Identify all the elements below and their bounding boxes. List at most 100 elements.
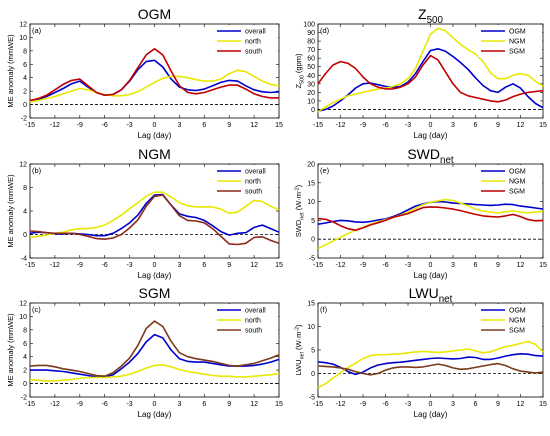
- x-tick-label: 3: [177, 262, 181, 269]
- y-tick-label: 10: [307, 324, 315, 331]
- x-tick-label: -9: [360, 122, 366, 129]
- chart-title: OGM: [138, 6, 171, 22]
- x-tick-label: -15: [25, 122, 35, 129]
- x-tick-label: -15: [25, 262, 35, 269]
- chart-panel-a: -15 -12 -9 -6 -3 0 3 6 9 12 15 -2 0 2 4 6 8 10 12 Lag (day)…: [6, 6, 283, 140]
- y-tick-label: 4: [23, 75, 27, 82]
- y-tick-label: 10: [307, 98, 315, 105]
- x-tick-label: 9: [227, 262, 231, 269]
- x-tick-label: 0: [429, 122, 433, 129]
- x-tick-label: -9: [77, 401, 83, 408]
- x-tick-label: 12: [517, 401, 525, 408]
- x-tick-label: 9: [227, 401, 231, 408]
- chart-panel-f: -15 -12 -9 -6 -3 0 3 6 9 12 15 -5 0 5 10 15 Lag (day) LWU…: [294, 285, 547, 419]
- y-tick-label: 4: [23, 209, 27, 216]
- panel-label: (e): [320, 166, 330, 175]
- legend-label: north: [245, 39, 261, 46]
- chart-panel-b: -15 -12 -9 -6 -3 0 3 6 9 12 15 -4 0 4 8 12 Lag (day) ME a…: [6, 146, 283, 280]
- y-axis-label: SWDnet (W·m-2): [294, 184, 305, 237]
- y-tick-label: 90: [307, 30, 315, 37]
- legend-label: SGM: [509, 328, 525, 335]
- y-tick-label: 8: [23, 185, 27, 192]
- legend-label: NGM: [509, 39, 526, 46]
- x-tick-label: -3: [126, 122, 132, 129]
- x-tick-label: -3: [405, 122, 411, 129]
- x-tick-label: -9: [360, 401, 366, 408]
- x-tick-label: -9: [77, 122, 83, 129]
- y-tick-label: 12: [19, 162, 27, 169]
- series-line-overall: [29, 59, 280, 102]
- y-tick-label: 0: [23, 232, 27, 239]
- y-axis-label: ME anomaly (mmWE): [6, 34, 15, 108]
- x-axis-label: Lag (day): [414, 271, 448, 280]
- y-tick-label: 8: [23, 48, 27, 55]
- x-tick-label: -6: [102, 262, 108, 269]
- series-line-south: [29, 320, 280, 378]
- series-line-sgm: [317, 362, 544, 376]
- y-tick-label: 10: [19, 314, 27, 321]
- series-line-ogm: [317, 352, 544, 376]
- y-tick-label: 50: [307, 64, 315, 71]
- x-tick-label: -15: [313, 122, 323, 129]
- x-tick-label: 6: [202, 262, 206, 269]
- x-tick-label: -12: [335, 401, 345, 408]
- x-tick-label: 12: [250, 122, 258, 129]
- x-tick-label: 3: [451, 122, 455, 129]
- y-tick-label: 4: [23, 354, 27, 361]
- y-tick-label: 5: [311, 218, 315, 225]
- y-axis-label: ME anomaly (mmWE): [6, 174, 15, 248]
- y-tick-label: 60: [307, 56, 315, 63]
- legend-label: OGM: [509, 169, 526, 176]
- x-tick-label: -6: [382, 122, 388, 129]
- x-tick-label: -12: [50, 401, 60, 408]
- x-tick-label: 3: [177, 401, 181, 408]
- y-tick-label: 70: [307, 47, 315, 54]
- x-tick-label: -15: [313, 262, 323, 269]
- x-tick-label: -6: [382, 401, 388, 408]
- legend: OGM NGM SGM: [478, 165, 542, 197]
- legend: OGM NGM SGM: [478, 304, 542, 336]
- legend-label: overall: [245, 169, 266, 176]
- x-tick-label: -6: [102, 401, 108, 408]
- x-tick-label: -12: [335, 122, 345, 129]
- y-axis-label: ME anomaly (mmWE): [6, 313, 15, 387]
- series-line-north: [29, 191, 280, 239]
- legend-label: overall: [245, 29, 266, 36]
- x-tick-label: 6: [474, 401, 478, 408]
- y-tick-label: 80: [307, 39, 315, 46]
- legend: overall north south: [214, 165, 278, 197]
- x-axis-label: Lag (day): [138, 410, 172, 419]
- y-tick-label: 40: [307, 73, 315, 80]
- y-tick-label: 10: [19, 35, 27, 42]
- panel-label: (d): [320, 26, 330, 35]
- y-tick-label: 2: [23, 368, 27, 375]
- y-tick-label: -2: [21, 395, 27, 402]
- x-tick-label: 15: [539, 262, 547, 269]
- x-tick-label: 15: [539, 122, 547, 129]
- series-line-ngm: [317, 27, 544, 113]
- y-tick-label: -5: [309, 395, 315, 402]
- x-tick-label: -6: [382, 262, 388, 269]
- x-tick-label: 12: [250, 401, 258, 408]
- x-tick-label: 0: [153, 262, 157, 269]
- x-tick-label: 6: [474, 262, 478, 269]
- y-tick-label: 6: [23, 62, 27, 69]
- y-tick-label: 0: [23, 102, 27, 109]
- legend-label: north: [245, 179, 261, 186]
- x-tick-label: 3: [451, 262, 455, 269]
- y-tick-label: 6: [23, 341, 27, 348]
- y-tick-label: -2: [21, 116, 27, 123]
- panel-label: (b): [32, 166, 42, 175]
- chart-panel-e: -15 -12 -9 -6 -3 0 3 6 9 12 15 -5 0 5 10 15 20 Lag (day) S…: [294, 146, 547, 280]
- x-tick-label: -9: [360, 262, 366, 269]
- x-tick-label: 6: [202, 401, 206, 408]
- series-line-north: [29, 363, 280, 382]
- x-axis-label: Lag (day): [138, 131, 172, 140]
- chart-panel-c: -15 -12 -9 -6 -3 0 3 6 9 12 15 -2 0 2 4 6 8 10 12 Lag (day)…: [6, 285, 283, 419]
- series-line-sgm: [317, 54, 544, 103]
- y-tick-label: 0: [311, 237, 315, 244]
- chart-title: SWDnet: [407, 146, 454, 166]
- y-tick-label: 0: [311, 371, 315, 378]
